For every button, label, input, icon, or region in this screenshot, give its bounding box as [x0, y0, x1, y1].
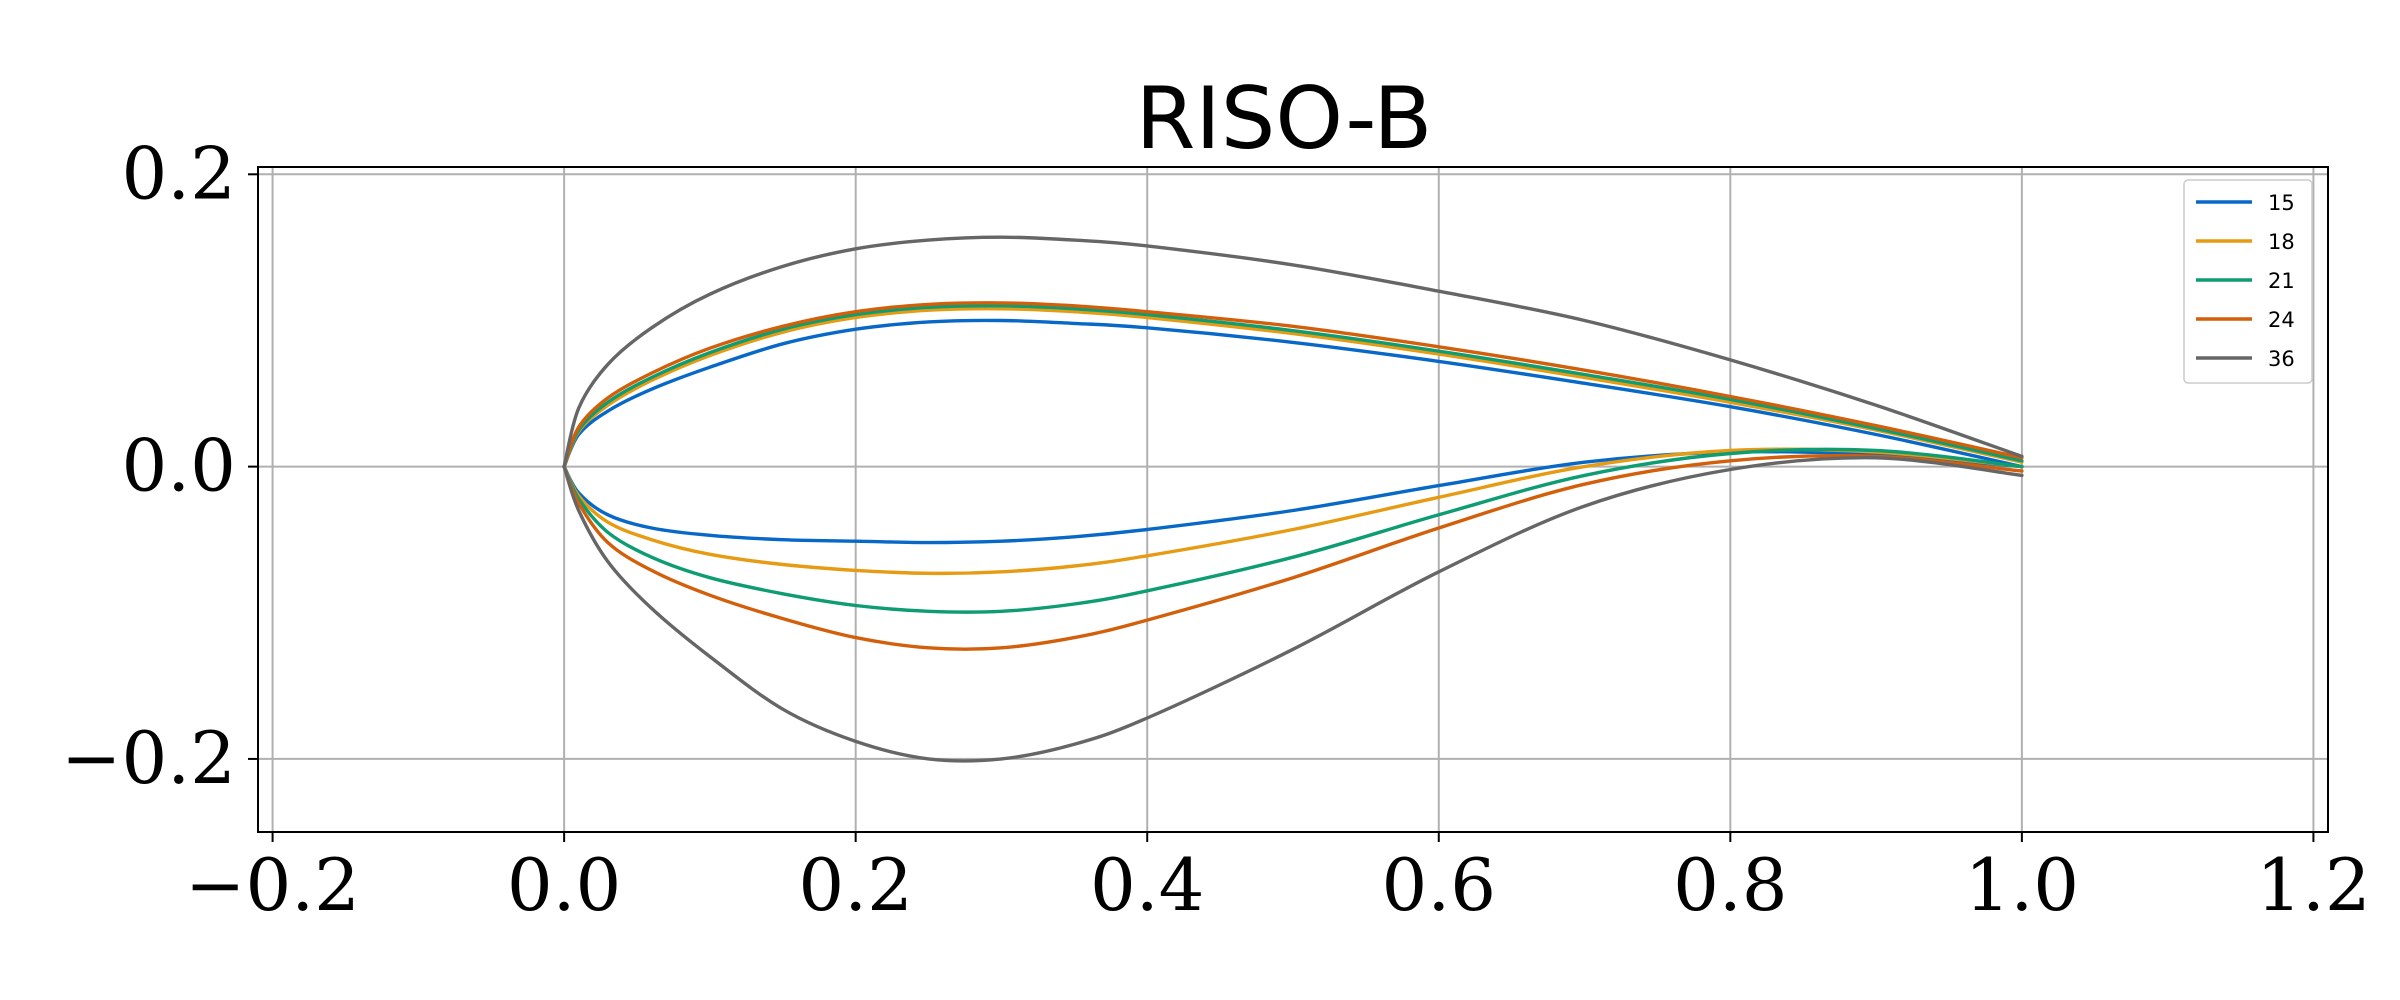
series-18-lower-curve: [562, 447, 2024, 576]
series-21-upper-curve: [562, 304, 2024, 469]
legend-label-15: 15: [2268, 191, 2295, 215]
legend-label-36: 36: [2268, 347, 2295, 371]
legend: 15 18 21 24 36: [2183, 179, 2313, 384]
axis-ticks: −0.2 0.0 0.2 0.4 0.6 0.8 1.0 1.2 0.2 0.0 −0.2: [61, 131, 2371, 927]
y-tick-label: 0.2: [121, 131, 236, 215]
series-24-upper-curve: [562, 301, 2024, 469]
series-36-lower-curve: [562, 455, 2024, 763]
x-tick-label: 0.2: [798, 843, 913, 927]
series-15-upper-curve: [562, 318, 2024, 469]
legend-label-21: 21: [2268, 269, 2295, 293]
legend-label-24: 24: [2268, 308, 2295, 332]
x-tick-label: 1.2: [2256, 843, 2371, 927]
x-tick-label: 0.0: [507, 843, 622, 927]
series-36-upper-curve: [562, 235, 2024, 469]
plot-frame: [257, 166, 2329, 833]
x-tick-label: −0.2: [185, 843, 360, 927]
y-tick-label: −0.2: [61, 716, 236, 800]
x-tick-label: 0.4: [1090, 843, 1205, 927]
x-tick-label: 0.6: [1382, 843, 1497, 927]
chart-title: RISO-B: [1136, 69, 1433, 169]
series-21-lower-curve: [562, 447, 2024, 614]
y-tick-label: 0.0: [121, 424, 236, 508]
x-tick-label: 0.8: [1673, 843, 1788, 927]
series-24-lower-curve: [562, 454, 2024, 651]
x-tick-label: 1.0: [1965, 843, 2080, 927]
series-18-upper-curve: [562, 306, 2024, 469]
series-curves: [562, 235, 2024, 763]
legend-label-18: 18: [2268, 230, 2295, 254]
